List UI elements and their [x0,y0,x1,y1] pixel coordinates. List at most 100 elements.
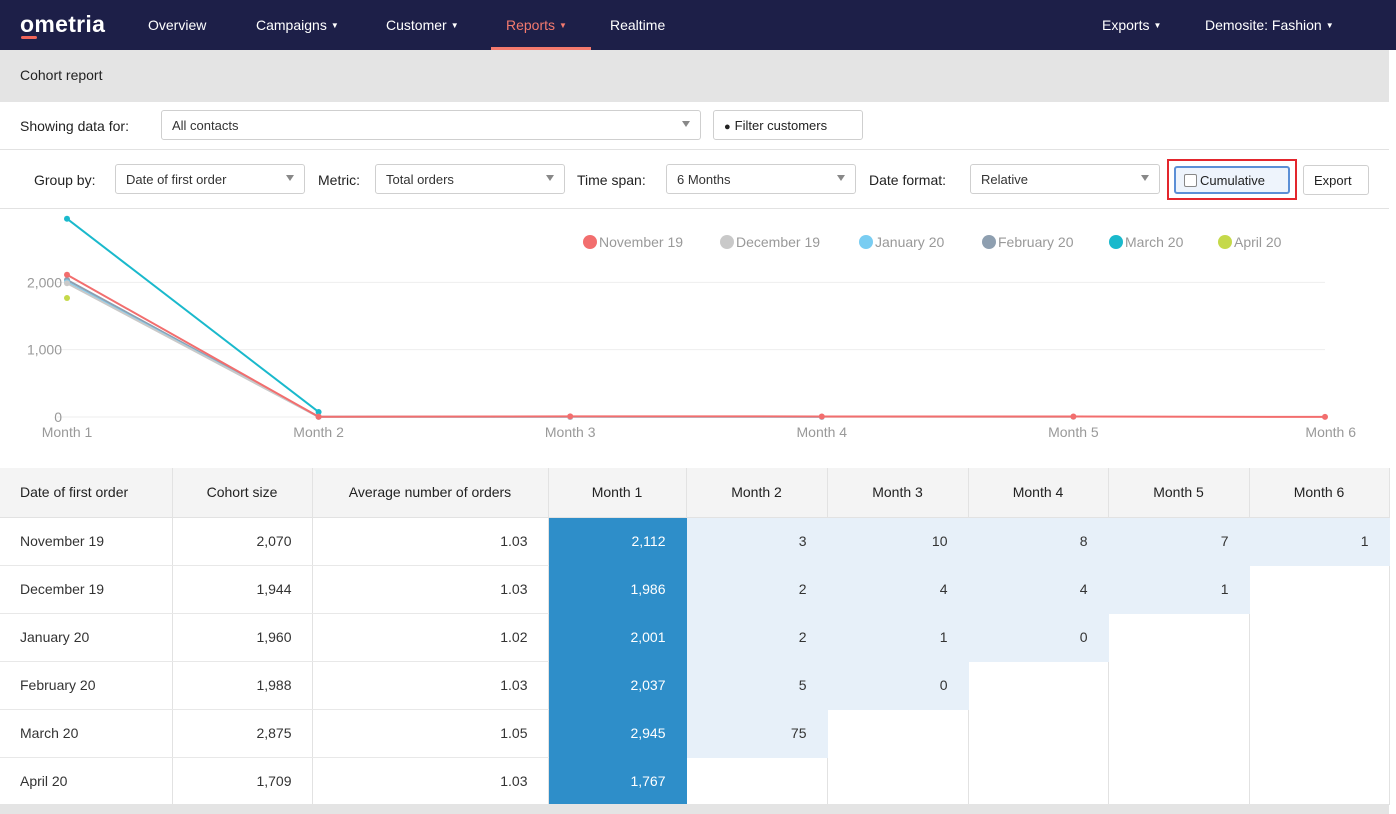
x-tick-label: Month 4 [797,424,848,440]
x-tick-label: Month 3 [545,424,596,440]
table-row: December 19 1,944 1.03 1,986 2 4 4 1 [0,565,1390,614]
nav-reports-label: Reports [506,17,556,33]
month-cell: 1,986 [548,565,687,614]
cohort-name: March 20 [0,709,173,758]
nav-realtime[interactable]: Realtime [610,17,665,33]
data-point [64,271,70,278]
month-cell: 2,112 [548,517,687,566]
col-header-cohort-size[interactable]: Cohort size [172,468,313,518]
month-cell: 4 [827,565,969,614]
cohort-name: November 19 [0,517,173,566]
export-label: Export [1314,173,1352,188]
export-button[interactable]: Export [1303,165,1369,195]
nav-campaigns-label: Campaigns [256,17,327,33]
col-header-month-1[interactable]: Month 1 [548,468,687,518]
dropdown-arrow-icon [837,175,845,181]
data-point [64,280,70,287]
empty-cell [827,757,969,805]
contacts-select-value: All contacts [172,118,239,133]
data-point [315,413,322,420]
col-header-month-5[interactable]: Month 5 [1108,468,1250,518]
col-header-month-6[interactable]: Month 6 [1249,468,1390,518]
month-cell: 3 [686,517,828,566]
nav-customer[interactable]: Customer ▼ [386,17,459,33]
contacts-select[interactable]: All contacts [161,110,701,140]
month-cell: 2 [686,613,828,662]
legend-swatch [1218,235,1232,249]
data-point [315,408,322,415]
legend-swatch [859,235,873,249]
col-header-month-3[interactable]: Month 3 [827,468,969,518]
data-point [64,215,70,222]
col-header-month-4[interactable]: Month 4 [968,468,1109,518]
page-title: Cohort report [20,67,103,83]
empty-cell [1249,565,1390,613]
showing-data-label: Showing data for: [20,118,129,134]
time-span-select[interactable]: 6 Months [666,164,856,194]
cohort-name: April 20 [0,757,173,806]
legend-label: March 20 [1125,234,1184,250]
date-format-label: Date format: [869,172,947,188]
cumulative-toggle[interactable]: Cumulative [1174,166,1290,194]
y-tick-label: 1,000 [27,342,62,358]
legend-label: November 19 [599,234,683,250]
avg-orders: 1.02 [312,613,549,662]
nav-site-selector[interactable]: Demosite: Fashion ▼ [1205,17,1334,33]
legend-swatch [982,235,996,249]
top-nav: ometria Overview Campaigns ▼ Customer ▼ Re… [0,0,1396,50]
cohort-line-chart: 0 1,000 2,000 Month 1 Month 2 Month 3 Month 4 M… [27,215,1356,440]
empty-cell [1108,709,1250,757]
empty-cell [1249,613,1390,661]
legend-label: February 20 [998,234,1074,250]
col-header-date[interactable]: Date of first order [0,468,173,518]
caret-down-icon: ▼ [1153,21,1162,30]
nav-overview[interactable]: Overview [148,17,206,33]
filter-customers-button[interactable]: ● Filter customers [713,110,863,140]
cohort-size: 2,875 [172,709,313,758]
col-header-month-2[interactable]: Month 2 [686,468,828,518]
cumulative-checkbox[interactable] [1184,174,1197,187]
legend-swatch [1109,235,1123,249]
metric-value: Total orders [386,172,454,187]
data-point [64,295,70,302]
month-cell: 2,001 [548,613,687,662]
time-span-value: 6 Months [677,172,731,187]
table-header-row: Date of first order Cohort size Average … [0,468,1390,518]
avg-orders: 1.03 [312,661,549,710]
page-header: Cohort report [0,50,1389,102]
col-header-avg-orders[interactable]: Average number of orders [312,468,549,518]
group-by-select[interactable]: Date of first order [115,164,305,194]
filter-customers-label: Filter customers [734,118,828,133]
month-cell: 1 [827,613,969,662]
metric-select[interactable]: Total orders [375,164,565,194]
nav-realtime-label: Realtime [610,17,666,33]
table-row: November 19 2,070 1.03 2,112 3 10 8 7 1 [0,517,1390,566]
cohort-size: 2,070 [172,517,313,566]
dropdown-arrow-icon [682,121,690,127]
nav-site-label: Demosite: Fashion [1205,17,1322,33]
metric-label: Metric: [318,172,360,188]
date-format-value: Relative [981,172,1028,187]
caret-down-icon: ▼ [450,21,459,30]
month-cell: 1 [1108,565,1250,614]
month-cell: 1,767 [548,757,687,806]
data-point [1322,413,1328,420]
group-by-label: Group by: [34,172,96,188]
nav-exports[interactable]: Exports ▼ [1102,17,1161,33]
month-cell: 0 [827,661,969,710]
avg-orders: 1.03 [312,517,549,566]
highlight-outline [1167,159,1297,200]
ometria-logo[interactable]: ometria [20,11,106,37]
cohort-name: January 20 [0,613,173,662]
dropdown-arrow-icon [286,175,294,181]
cohort-size: 1,709 [172,757,313,806]
empty-cell [686,757,828,805]
legend-label: January 20 [875,234,944,250]
cohort-size: 1,960 [172,613,313,662]
nav-reports[interactable]: Reports ▼ [506,17,567,33]
x-tick-label: Month 5 [1048,424,1099,440]
date-format-select[interactable]: Relative [970,164,1160,194]
cohort-size: 1,988 [172,661,313,710]
nav-campaigns[interactable]: Campaigns ▼ [256,17,339,33]
nav-exports-label: Exports [1102,17,1150,33]
